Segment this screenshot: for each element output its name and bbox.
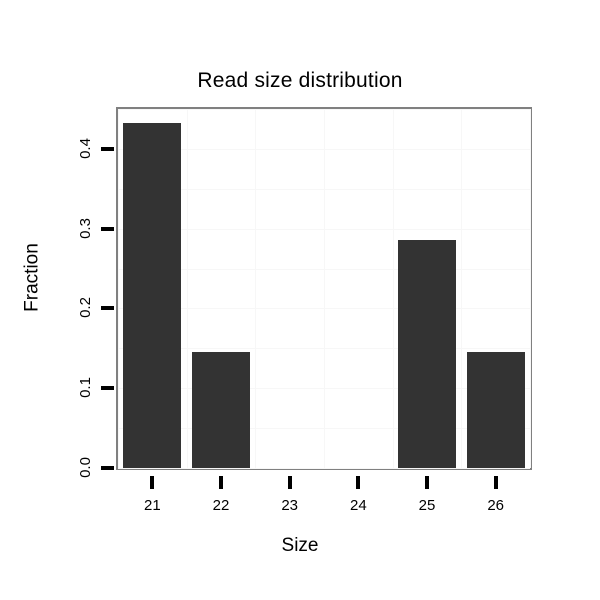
y-axis-title: Fraction bbox=[21, 243, 43, 312]
gridline-vertical bbox=[186, 109, 188, 468]
y-tick-label-text: 0.1 bbox=[77, 377, 95, 399]
gridline-vertical bbox=[118, 109, 119, 468]
gridline-vertical bbox=[530, 109, 531, 468]
gridline-vertical bbox=[324, 109, 325, 468]
x-tick-label: 24 bbox=[349, 497, 367, 514]
y-tick-mark bbox=[101, 226, 114, 231]
y-tick-label: 0.4 bbox=[0, 137, 96, 159]
x-tick-label: 26 bbox=[487, 497, 504, 514]
y-tick-label: 0.1 bbox=[0, 377, 96, 399]
y-tick-label-text: 0.3 bbox=[77, 217, 95, 239]
x-tick-mark bbox=[219, 476, 223, 489]
x-tick-mark bbox=[287, 476, 292, 489]
y-tick-label: 0.3 bbox=[0, 217, 96, 239]
x-tick-label: 23 bbox=[281, 497, 298, 514]
x-tick-label: 21 bbox=[143, 497, 161, 514]
x-tick-mark bbox=[425, 476, 429, 489]
x-axis-title: Size bbox=[281, 535, 319, 556]
y-tick-mark bbox=[101, 466, 114, 470]
plot-panel bbox=[116, 107, 532, 470]
y-tick-mark bbox=[101, 386, 114, 391]
bar-22 bbox=[192, 351, 250, 468]
y-axis: 0.0 0.1 0.2 0.3 0.4 Fraction bbox=[0, 0, 116, 600]
bars-layer bbox=[118, 109, 530, 468]
gridline-vertical bbox=[392, 109, 394, 468]
gridline-vertical bbox=[461, 109, 463, 468]
x-axis: 21 22 23 24 25 26 Size bbox=[0, 470, 600, 600]
x-tick-mark bbox=[493, 476, 498, 489]
bar-21 bbox=[123, 123, 182, 468]
x-tick-label: 25 bbox=[418, 497, 436, 514]
y-tick-label-text: 0.4 bbox=[77, 137, 95, 159]
y-tick-mark bbox=[101, 146, 114, 151]
bar-25 bbox=[398, 239, 456, 468]
y-tick-label-text: 0.2 bbox=[77, 297, 95, 319]
bar-26 bbox=[466, 351, 525, 468]
x-tick-mark bbox=[150, 476, 155, 489]
plot-inner bbox=[118, 109, 531, 469]
y-tick-label: 0.2 bbox=[0, 298, 96, 319]
x-tick-mark bbox=[356, 476, 361, 489]
y-tick-mark bbox=[101, 306, 114, 311]
gridline-vertical bbox=[255, 109, 257, 468]
gridline-horizontal bbox=[118, 468, 530, 469]
x-tick-label: 22 bbox=[212, 497, 230, 514]
chart-title: Read size distribution bbox=[197, 69, 403, 92]
